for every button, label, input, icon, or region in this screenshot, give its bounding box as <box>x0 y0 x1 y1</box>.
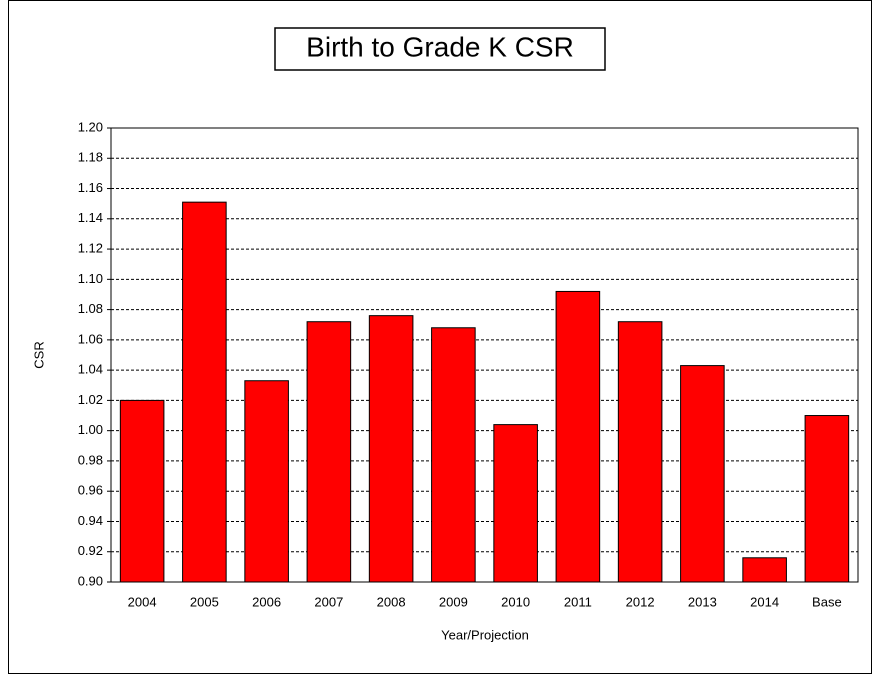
x-tick-label: 2004 <box>128 594 157 609</box>
y-axis-label: CSR <box>31 341 46 368</box>
bar <box>431 327 476 583</box>
bar <box>680 365 725 583</box>
bar <box>493 424 538 583</box>
y-tick-label: 1.08 <box>78 301 103 316</box>
title-box <box>274 27 606 71</box>
y-tick-label: 1.14 <box>78 210 103 225</box>
y-tick-label: 1.06 <box>78 331 103 346</box>
y-tick-label: 0.94 <box>78 513 103 528</box>
bar <box>804 415 850 583</box>
y-tick-label: 1.00 <box>78 422 103 437</box>
y-tick-label: 1.02 <box>78 392 103 407</box>
x-tick-label: 2012 <box>626 594 655 609</box>
bar <box>555 290 601 583</box>
plot-border <box>110 127 859 583</box>
x-tick-label: 2006 <box>252 594 281 609</box>
bar <box>617 321 663 583</box>
bar <box>368 315 414 583</box>
y-tick-label: 1.18 <box>78 150 103 165</box>
y-tick-label: 0.98 <box>78 452 103 467</box>
x-tick-label: 2005 <box>190 594 219 609</box>
x-tick-label: 2010 <box>501 594 530 609</box>
x-tick-label: 2009 <box>439 594 468 609</box>
x-tick-label: 2007 <box>314 594 343 609</box>
y-tick-label: 0.92 <box>78 543 103 558</box>
y-tick-label: 1.10 <box>78 271 103 286</box>
x-tick-label: 2013 <box>688 594 717 609</box>
y-tick-label: 1.04 <box>78 362 103 377</box>
x-tick-label: 2011 <box>564 594 592 609</box>
plot-area <box>111 128 858 582</box>
y-tick-label: 0.90 <box>78 573 103 588</box>
bar <box>182 201 227 583</box>
chart-title: Birth to Grade K CSR <box>306 31 574 62</box>
x-tick-label: 2014 <box>750 594 779 609</box>
bar <box>119 399 165 583</box>
bar <box>244 380 289 583</box>
bar <box>742 557 787 583</box>
x-tick-label: Base <box>812 594 842 609</box>
x-axis-label: Year/Projection <box>441 627 529 642</box>
bar <box>306 321 352 583</box>
x-tick-label: 2008 <box>377 594 406 609</box>
y-tick-label: 0.96 <box>78 483 103 498</box>
y-tick-label: 1.16 <box>78 180 103 195</box>
y-tick-label: 1.20 <box>78 119 103 134</box>
y-tick-label: 1.12 <box>78 241 103 256</box>
